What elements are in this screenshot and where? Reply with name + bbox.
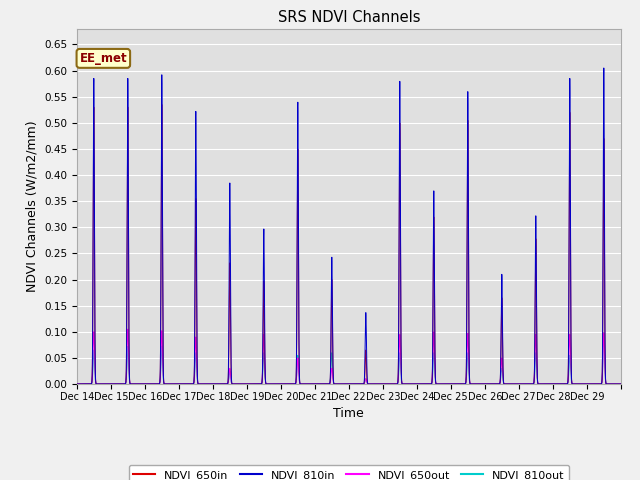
Y-axis label: NDVI Channels (W/m2/mm): NDVI Channels (W/m2/mm) [26, 120, 38, 292]
Legend: NDVI_650in, NDVI_810in, NDVI_650out, NDVI_810out: NDVI_650in, NDVI_810in, NDVI_650out, NDV… [129, 465, 569, 480]
X-axis label: Time: Time [333, 407, 364, 420]
Title: SRS NDVI Channels: SRS NDVI Channels [278, 10, 420, 25]
Text: EE_met: EE_met [79, 52, 127, 65]
